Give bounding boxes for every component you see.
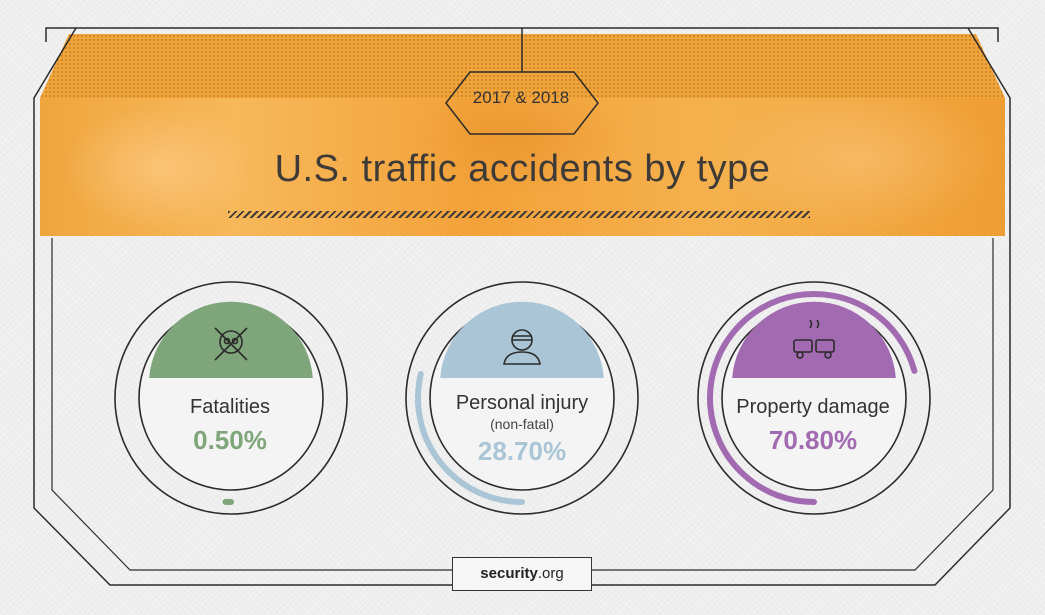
car-crash-icon (793, 319, 835, 359)
gauge-value-personal-injury: 28.70% (477, 436, 567, 466)
gauge-label-property-damage: Property damage (736, 396, 890, 418)
gauge-value-fatalities: 0.50% (193, 425, 267, 455)
injured-person-icon (503, 329, 541, 365)
gauge-cap-fatalities (149, 301, 313, 378)
gauge-value-property-damage: 70.80% (768, 425, 858, 455)
skull-crossbones-icon (214, 327, 248, 361)
gauge-sublabel-personal-injury: (non-fatal) (490, 416, 554, 432)
injured-shoulders (503, 351, 541, 365)
wheel-1 (796, 351, 804, 359)
credit-brand: security (480, 565, 538, 582)
gauge-arc-property-damage (707, 291, 918, 505)
skull-head (219, 330, 243, 354)
car-right (815, 339, 835, 353)
head-bandage (512, 335, 532, 341)
car-left (793, 339, 813, 353)
gauge-arc-personal-injury (415, 371, 525, 505)
year-badge-outline (445, 71, 599, 135)
gauge-outer-ring-fatalities (114, 281, 348, 515)
gauge-label-fatalities: Fatalities (189, 396, 271, 418)
source-credit: security.org (452, 557, 592, 591)
gauge-outer-ring-property-damage (697, 281, 931, 515)
crossbones (214, 327, 248, 361)
gauge-outer-ring-personal-injury (405, 281, 639, 515)
skull-eye-left (223, 337, 231, 345)
title-underline (228, 211, 810, 218)
skull-eye-right (231, 337, 239, 345)
credit-tld: .org (537, 565, 564, 582)
smoke (809, 319, 820, 329)
page-title: U.S. traffic accidents by type (274, 148, 771, 190)
year-badge: 2017 & 2018 (472, 88, 570, 107)
gauge-label-personal-injury: Personal injury (455, 392, 589, 414)
gauge-cap-property-damage (732, 301, 896, 378)
wheel-2 (824, 351, 832, 359)
